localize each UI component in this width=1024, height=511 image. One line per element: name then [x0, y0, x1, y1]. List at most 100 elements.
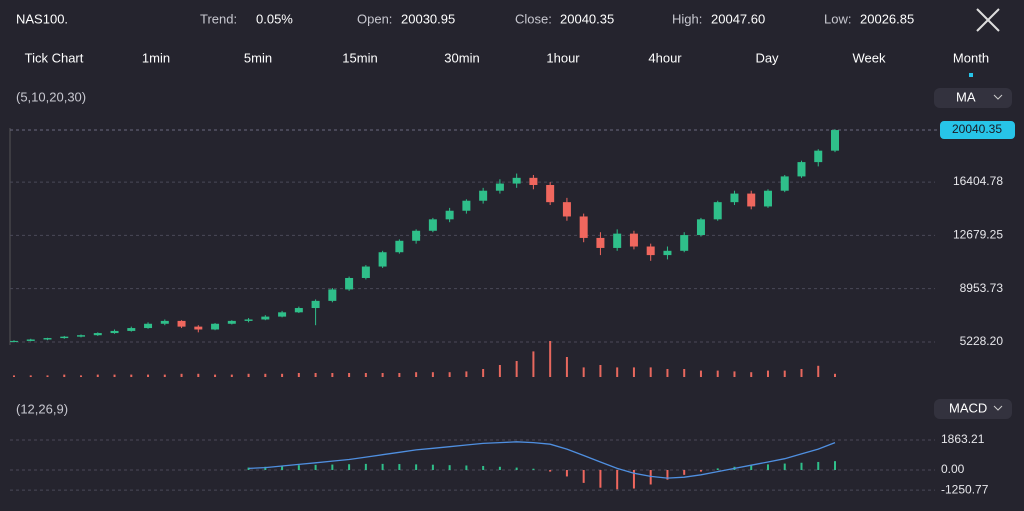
- macd-bar: [599, 470, 602, 488]
- volume-bar: [532, 351, 535, 377]
- candle-body: [646, 246, 655, 256]
- tab-indicator: [969, 73, 973, 77]
- volume-bar: [683, 369, 686, 377]
- macd-bar: [666, 470, 669, 480]
- candle-body: [629, 233, 638, 247]
- volume-bar: [348, 373, 351, 377]
- volume-bar: [431, 372, 434, 377]
- y-tick-label: -1250.77: [941, 482, 989, 496]
- timeframe-tab[interactable]: 5min: [244, 50, 272, 65]
- volume-bar: [632, 367, 635, 377]
- last-price-label: 20040.35: [952, 122, 1002, 136]
- candle-body: [462, 200, 471, 211]
- candle-body: [177, 320, 186, 327]
- macd-dropdown[interactable]: MACD: [934, 399, 1012, 419]
- candle-body: [680, 235, 689, 251]
- candle-body: [127, 328, 136, 331]
- macd-bar: [532, 468, 535, 471]
- timeframe-tab[interactable]: Month: [953, 50, 989, 65]
- candle-body: [194, 326, 203, 330]
- volume-bar: [281, 373, 284, 377]
- candle-body: [562, 202, 571, 217]
- candle-body: [613, 233, 622, 248]
- macd-bar: [632, 470, 635, 489]
- macd-bar: [498, 466, 501, 471]
- timeframe-tab[interactable]: 30min: [444, 50, 479, 65]
- last-price-badge: [940, 121, 1015, 140]
- timeframe-tab[interactable]: Week: [853, 50, 886, 65]
- close-button[interactable]: [976, 8, 1000, 32]
- volume-bar: [331, 373, 334, 377]
- macd-bar: [348, 464, 351, 471]
- candle-body: [227, 320, 236, 324]
- volume-bar: [750, 372, 753, 377]
- candle-body: [395, 240, 404, 253]
- candle-body: [780, 176, 789, 191]
- volume-bar: [716, 370, 719, 377]
- timeframe-tab[interactable]: Day: [755, 50, 779, 65]
- macd-bar: [331, 464, 334, 471]
- candle-body: [579, 216, 588, 238]
- volume-bar: [565, 357, 568, 377]
- volume-bar: [666, 369, 669, 377]
- macd-bar: [381, 463, 384, 471]
- macd-bar: [683, 470, 686, 475]
- macd-bar: [834, 461, 836, 471]
- candle-body: [110, 330, 119, 334]
- timeframe-tab[interactable]: 4hour: [648, 50, 682, 65]
- candle-body: [763, 190, 772, 207]
- low-label: Low:: [824, 11, 851, 26]
- high-value: 20047.60: [711, 11, 765, 26]
- candle-body: [10, 340, 18, 342]
- candle-body: [713, 202, 722, 220]
- volume-bar: [549, 341, 552, 377]
- ma-dropdown[interactable]: MA: [934, 88, 1012, 108]
- candle-body: [797, 162, 806, 177]
- volume-bar: [766, 370, 769, 377]
- volume-bar: [80, 375, 83, 377]
- y-tick-label: 5228.20: [960, 334, 1004, 348]
- volume-bar: [582, 367, 585, 377]
- volume-bar: [733, 371, 736, 377]
- volume-bar: [381, 373, 384, 377]
- timeframe-tab[interactable]: Tick Chart: [25, 50, 84, 65]
- volume-bar: [147, 374, 150, 377]
- candle-body: [26, 339, 35, 341]
- volume-bar: [297, 373, 300, 377]
- macd-bar: [616, 470, 619, 490]
- volume-bar: [314, 373, 317, 377]
- high-label: High:: [672, 11, 702, 26]
- candle-body: [60, 336, 69, 339]
- dropdown-arrow: [993, 405, 1003, 411]
- volume-bar: [364, 373, 367, 377]
- macd-bar: [465, 465, 468, 471]
- volume-bar: [783, 370, 786, 377]
- low-value: 20026.85: [860, 11, 914, 26]
- volume-bar: [264, 373, 267, 377]
- volume-bar: [214, 374, 217, 377]
- timeframe-tab[interactable]: 1hour: [546, 50, 580, 65]
- candle-body: [663, 250, 672, 256]
- volume-bar: [699, 370, 702, 377]
- volume-bar: [482, 369, 485, 377]
- timeframe-tab[interactable]: 1min: [142, 50, 170, 65]
- candle-body: [378, 252, 387, 267]
- macd-bar: [264, 466, 267, 471]
- open-value: 20030.95: [401, 11, 455, 26]
- symbol: NAS100.: [16, 11, 68, 26]
- ma-params: (5,10,20,30): [16, 89, 86, 104]
- candle-body: [43, 338, 52, 340]
- timeframe-tab[interactable]: 15min: [342, 50, 377, 65]
- macd-bar: [364, 463, 367, 471]
- dropdown-label: MA: [956, 89, 976, 104]
- macd-bar: [766, 464, 769, 471]
- volume-bar: [465, 371, 468, 377]
- candle-body: [278, 312, 287, 317]
- dropdown-label: MACD: [949, 400, 987, 415]
- volume-bar: [498, 365, 501, 377]
- macd-bar: [247, 467, 250, 471]
- volume-bar: [649, 367, 652, 377]
- macd-bar: [699, 470, 702, 472]
- volume-bar: [448, 372, 451, 377]
